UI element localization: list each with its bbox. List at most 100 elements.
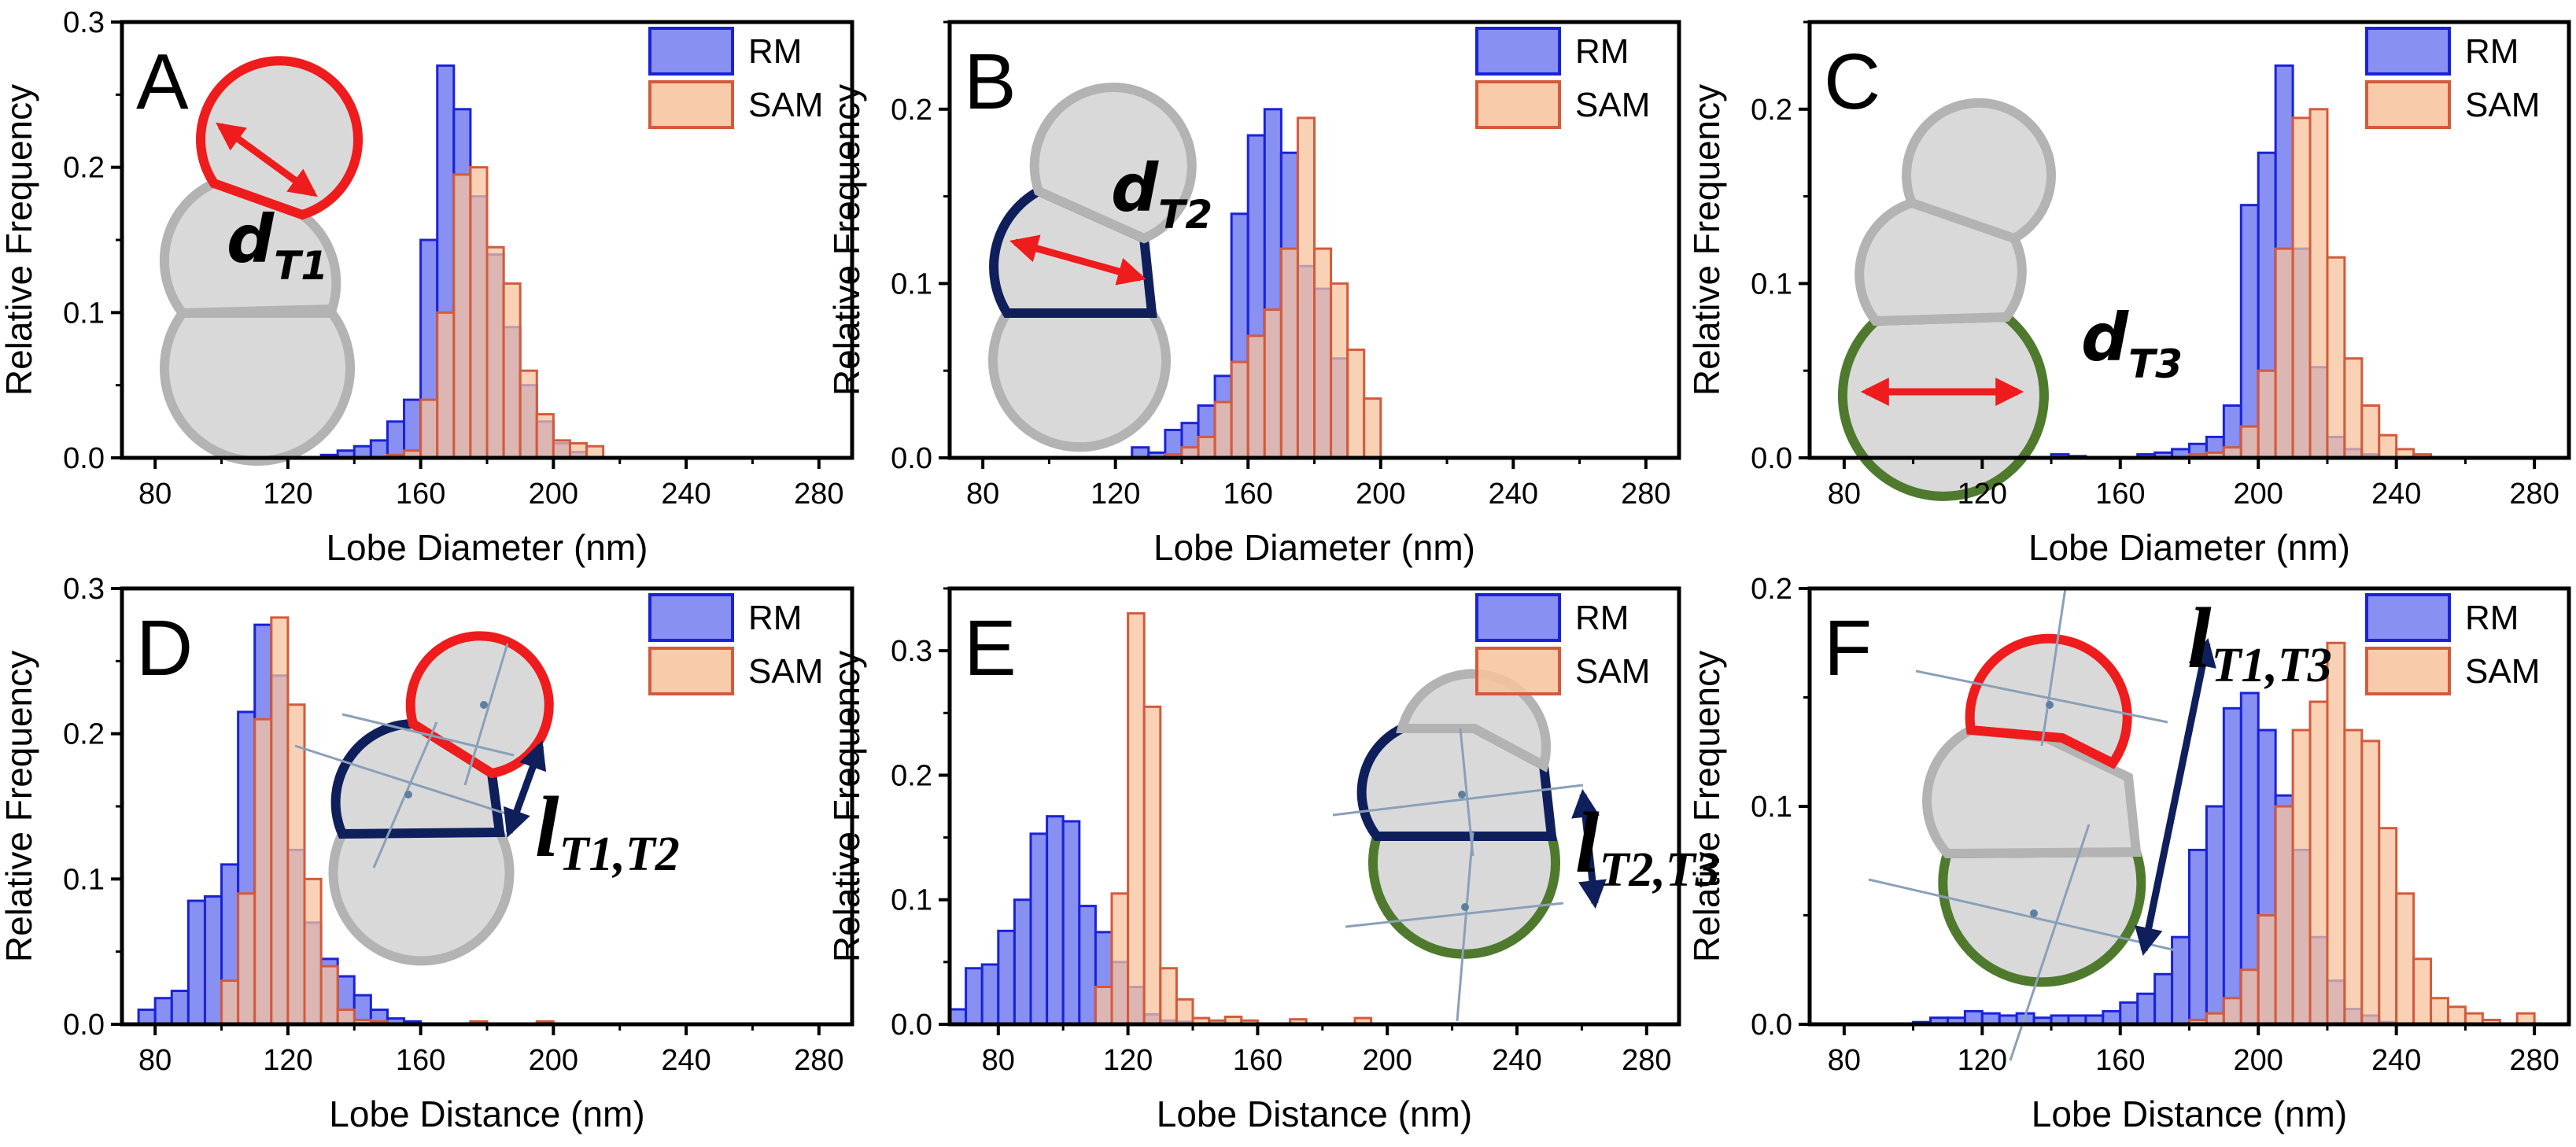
bar-sam	[1263, 308, 1282, 459]
bar-rm	[948, 1008, 968, 1026]
x-tick-label: 280	[2509, 1044, 2559, 1077]
legend: RM SAM	[2365, 593, 2540, 695]
x-tick-label: 240	[661, 1044, 710, 1077]
bar-sam	[1175, 998, 1194, 1026]
inset-label: dT2	[1111, 149, 1212, 238]
x-tick-label: 120	[263, 1044, 312, 1077]
inset-label-main: l	[2187, 590, 2212, 686]
y-tick-label: 0.1	[891, 884, 932, 917]
legend-swatch-rm	[1475, 27, 1561, 76]
guide-line	[1456, 832, 1474, 1022]
x-tick-label: 80	[1828, 478, 1861, 511]
bar-rm	[1013, 898, 1032, 1026]
x-tick-label: 200	[1362, 1044, 1412, 1077]
y-tick-label: 0.0	[891, 1009, 932, 1042]
x-tick-label: 240	[1489, 478, 1538, 511]
y-tick-label: 0.2	[63, 152, 105, 185]
bar-sam	[502, 282, 522, 459]
bar-sam	[2343, 728, 2364, 1026]
legend-label-sam: SAM	[1575, 652, 1650, 691]
chart-panel-b: dT2 80 120 160 200 240 280 0.0 0.1 0.2 Lobe Diamet…	[826, 20, 1681, 568]
bar-sam	[535, 413, 555, 459]
legend-label-rm: RM	[2465, 599, 2519, 637]
bar-rm	[2222, 706, 2242, 1026]
y-tick-label: 0.3	[63, 6, 105, 39]
x-tick-label: 200	[2234, 1044, 2283, 1077]
centroid-dot	[2030, 909, 2038, 917]
lobe-t3	[1838, 312, 2049, 501]
x-tick-label: 120	[263, 478, 312, 511]
x-tick-label: 120	[1958, 478, 2007, 511]
lobe-schematic: lT1,T3	[1868, 588, 2332, 1061]
x-tick-label: 280	[2509, 478, 2559, 511]
lobe-t1	[1902, 98, 2056, 244]
bar-sam	[2239, 968, 2260, 1026]
bar-sam	[1363, 397, 1382, 459]
x-tick-label: 240	[1492, 1044, 1541, 1077]
legend-swatch-sam	[2365, 80, 2451, 129]
bar-sam	[2446, 1005, 2467, 1026]
lobe-t2	[1854, 197, 2027, 326]
lobe-t1	[196, 56, 363, 220]
chart-panel-d: lT1,T2 80 120 160 200 240 280 0.0 0.1 0.2 0.3 Lobe …	[0, 573, 854, 1134]
bar-rm	[2153, 972, 2174, 1026]
legend-swatch-sam	[1475, 80, 1561, 129]
bar-sam	[2308, 700, 2329, 1026]
x-tick-label: 120	[1103, 1044, 1153, 1077]
diameter-arrow-t2	[1009, 234, 1146, 286]
y-tick-label: 0.0	[1751, 442, 1792, 475]
bar-rm	[153, 997, 173, 1026]
bar-sam	[2360, 739, 2381, 1026]
inset-label-sub: T1	[274, 243, 328, 289]
lobe-t3	[988, 308, 1171, 452]
panel-letter: F	[1824, 604, 1872, 692]
bar-rm	[2205, 805, 2225, 1026]
guide-line	[294, 744, 516, 818]
distance-arrow-t1-t2	[503, 740, 547, 838]
bar-rm	[170, 990, 190, 1026]
bar-sam	[2291, 728, 2312, 1026]
y-tick-label: 0.1	[1751, 791, 1792, 824]
legend-label-sam: SAM	[2465, 652, 2540, 691]
bar-sam	[319, 964, 339, 1026]
bar-sam	[2326, 256, 2346, 459]
x-tick-label: 80	[982, 1044, 1015, 1077]
bar-sam	[237, 892, 256, 1026]
bar-rm	[1078, 905, 1097, 1026]
centroid-dot	[2046, 701, 2054, 709]
y-tick-label: 0.2	[1751, 573, 1792, 606]
bar-sam	[2257, 914, 2277, 1026]
x-tick-label: 200	[529, 1044, 578, 1077]
x-axis-title: Lobe Distance (nm)	[329, 1094, 644, 1134]
x-tick-label: 240	[2371, 1044, 2421, 1077]
x-tick-label: 160	[1233, 1044, 1282, 1077]
bar-sam	[2308, 108, 2329, 459]
x-tick-label: 160	[2095, 1044, 2145, 1077]
bar-sam	[303, 877, 323, 1026]
y-tick-label: 0.1	[891, 267, 932, 301]
bar-sam	[286, 703, 306, 1026]
legend-label-sam: SAM	[1575, 86, 1650, 124]
bar-rm	[369, 439, 389, 459]
bar-sam	[2360, 404, 2381, 459]
chart-panel-f: lT1,T3 80 120 160 200 240 280 0.0 0.1 0.2 Lobe Dis…	[1686, 573, 2571, 1134]
bar-sam	[1230, 360, 1249, 459]
bar-rm	[186, 899, 206, 1026]
bar-sam	[2239, 425, 2260, 459]
y-tick-label: 0.0	[63, 1009, 105, 1042]
bar-sam	[1142, 705, 1162, 1026]
x-tick-label: 240	[2371, 478, 2421, 511]
x-axis-title: Lobe Diameter (nm)	[1153, 527, 1475, 568]
inset-label-sub: T3	[2128, 341, 2183, 387]
plot-frame	[947, 586, 1681, 1027]
y-axis-title: Relative Frequency	[0, 84, 39, 396]
x-tick-label: 80	[138, 1044, 172, 1077]
bar-rm	[203, 894, 223, 1026]
bar-sam	[485, 245, 505, 459]
bar-sam	[1197, 435, 1216, 459]
x-tick-label: 80	[1828, 1044, 1861, 1077]
x-axis-title: Lobe Diameter (nm)	[326, 527, 648, 568]
legend-label-rm: RM	[748, 599, 802, 637]
guide-line	[1332, 784, 1584, 817]
